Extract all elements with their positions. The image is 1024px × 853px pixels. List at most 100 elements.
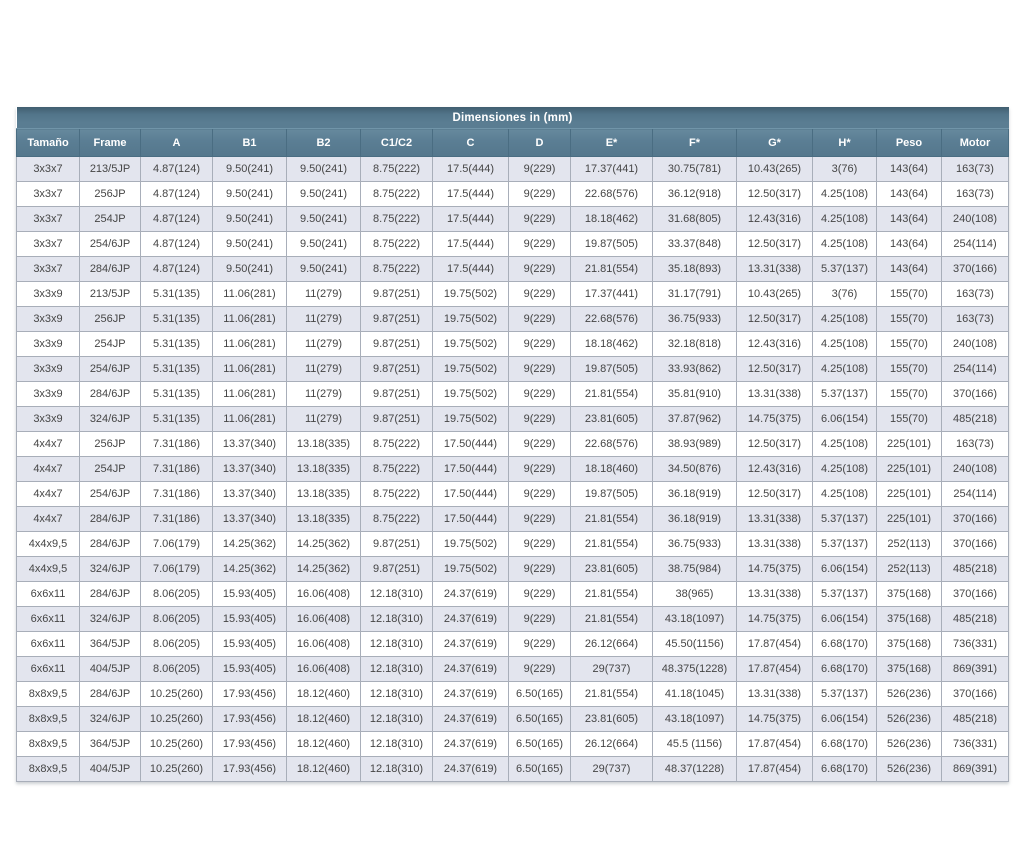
table-cell: 3x3x9 xyxy=(16,331,80,357)
table-cell: 18.12(460) xyxy=(286,731,361,757)
table-cell: 9.50(241) xyxy=(286,181,361,207)
table-cell: 252(113) xyxy=(876,531,942,557)
table-cell: 18.18(460) xyxy=(570,456,653,482)
table-cell: 22.68(576) xyxy=(570,431,653,457)
table-cell: 11.06(281) xyxy=(212,381,287,407)
table-cell: 254JP xyxy=(79,206,141,232)
table-row: 4x4x9,5 324/6JP 7.06(179) 14.25(362) 14.25(3… xyxy=(16,556,1010,582)
table-cell: 4.25(108) xyxy=(812,481,877,507)
table-cell: 9.50(241) xyxy=(286,231,361,257)
table-cell: 17.5(444) xyxy=(432,256,509,282)
table-cell: 13.31(338) xyxy=(736,381,813,407)
table-cell: 869(391) xyxy=(940,656,1010,682)
table-cell: 6.50(165) xyxy=(508,756,571,782)
table-cell: 21.81(554) xyxy=(570,606,653,632)
table-cell: 13.31(338) xyxy=(736,681,813,707)
table-cell: 6x6x11 xyxy=(16,631,80,657)
table-cell: 256JP xyxy=(79,306,141,332)
table-cell: 8.75(222) xyxy=(360,231,433,257)
table-cell: 7.31(186) xyxy=(140,481,213,507)
table-cell: 21.81(554) xyxy=(570,381,653,407)
table-cell: 163(73) xyxy=(940,306,1010,332)
column-header-row: Tamaño Frame A B1 B2 C1/C2 C D E* F* G* H* Peso Motor xyxy=(16,128,1010,157)
table-cell: 12.43(316) xyxy=(736,331,813,357)
table-cell: 11.06(281) xyxy=(212,306,287,332)
table-cell: 12.18(310) xyxy=(360,631,433,657)
table-cell: 38(965) xyxy=(652,581,737,607)
table-cell: 256JP xyxy=(79,431,141,457)
table-cell: 9(229) xyxy=(508,306,571,332)
table-row: 4x4x7 256JP 7.31(186) 13.37(340) 13.18(335) 8… xyxy=(16,431,1010,457)
table-cell: 254/6JP xyxy=(79,231,141,257)
table-cell: 45.5 (1156) xyxy=(652,731,737,757)
table-cell: 6.68(170) xyxy=(812,756,877,782)
table-cell: 36.18(919) xyxy=(652,506,737,532)
table-cell: 30.75(781) xyxy=(652,156,737,182)
table-cell: 17.37(441) xyxy=(570,156,653,182)
table-cell: 163(73) xyxy=(940,281,1010,307)
table-row: 3x3x7 254/6JP 4.87(124) 9.50(241) 9.50(241) 8… xyxy=(16,231,1010,257)
table-cell: 13.37(340) xyxy=(212,431,287,457)
table-cell: 12.18(310) xyxy=(360,731,433,757)
table-cell: 11(279) xyxy=(286,406,361,432)
table-cell: 23.81(605) xyxy=(570,556,653,582)
table-cell: 11.06(281) xyxy=(212,406,287,432)
table-row: 4x4x9,5 284/6JP 7.06(179) 14.25(362) 14.25(3… xyxy=(16,531,1010,557)
table-cell: 17.93(456) xyxy=(212,681,287,707)
column-header-c1-c2: C1/C2 xyxy=(360,128,433,157)
table-cell: 3x3x7 xyxy=(16,231,80,257)
table-cell: 526(236) xyxy=(876,706,942,732)
table-cell: 5.31(135) xyxy=(140,406,213,432)
table-cell: 284/6JP xyxy=(79,506,141,532)
table-row: 8x8x9,5 324/6JP 10.25(260) 17.93(456) 18.12(… xyxy=(16,706,1010,732)
table-cell: 9(229) xyxy=(508,431,571,457)
table-cell: 16.06(408) xyxy=(286,631,361,657)
table-cell: 9(229) xyxy=(508,181,571,207)
table-cell: 18.12(460) xyxy=(286,681,361,707)
table-cell: 8x8x9,5 xyxy=(16,731,80,757)
table-cell: 21.81(554) xyxy=(570,581,653,607)
table-cell: 254/6JP xyxy=(79,356,141,382)
column-header-b1: B1 xyxy=(212,128,287,157)
table-cell: 12.50(317) xyxy=(736,431,813,457)
table-cell: 36.12(918) xyxy=(652,181,737,207)
table-cell: 7.06(179) xyxy=(140,531,213,557)
table-cell: 284/6JP xyxy=(79,581,141,607)
table-cell: 7.31(186) xyxy=(140,456,213,482)
table-cell: 8.75(222) xyxy=(360,181,433,207)
table-cell: 4x4x7 xyxy=(16,456,80,482)
table-cell: 9(229) xyxy=(508,456,571,482)
table-cell: 11.06(281) xyxy=(212,281,287,307)
table-cell: 12.18(310) xyxy=(360,606,433,632)
table-cell: 9(229) xyxy=(508,556,571,582)
table-cell: 485(218) xyxy=(940,606,1010,632)
table-cell: 19.87(505) xyxy=(570,356,653,382)
table-cell: 9(229) xyxy=(508,631,571,657)
table-cell: 163(73) xyxy=(940,156,1010,182)
table-cell: 284/6JP xyxy=(79,256,141,282)
table-cell: 9.87(251) xyxy=(360,356,433,382)
table-row: 6x6x11 364/5JP 8.06(205) 15.93(405) 16.06(40… xyxy=(16,631,1010,657)
table-cell: 17.93(456) xyxy=(212,756,287,782)
table-cell: 375(168) xyxy=(876,631,942,657)
table-cell: 6.06(154) xyxy=(812,406,877,432)
table-cell: 240(108) xyxy=(940,456,1010,482)
table-cell: 7.31(186) xyxy=(140,506,213,532)
table-cell: 19.75(502) xyxy=(432,406,509,432)
table-cell: 9.50(241) xyxy=(286,256,361,282)
table-cell: 240(108) xyxy=(940,331,1010,357)
table-cell: 15.93(405) xyxy=(212,631,287,657)
table-cell: 370(166) xyxy=(940,681,1010,707)
table-row: 3x3x9 254JP 5.31(135) 11.06(281) 11(279) 9.87… xyxy=(16,331,1010,357)
table-cell: 254(114) xyxy=(940,356,1010,382)
table-cell: 8.75(222) xyxy=(360,206,433,232)
table-row: 3x3x7 254JP 4.87(124) 9.50(241) 9.50(241) 8.7… xyxy=(16,206,1010,232)
table-cell: 13.18(335) xyxy=(286,456,361,482)
column-header-f: F* xyxy=(652,128,737,157)
table-cell: 5.37(137) xyxy=(812,681,877,707)
table-row: 3x3x9 256JP 5.31(135) 11.06(281) 11(279) 9.87… xyxy=(16,306,1010,332)
table-cell: 36.75(933) xyxy=(652,531,737,557)
table-cell: 12.18(310) xyxy=(360,681,433,707)
table-cell: 6.06(154) xyxy=(812,606,877,632)
